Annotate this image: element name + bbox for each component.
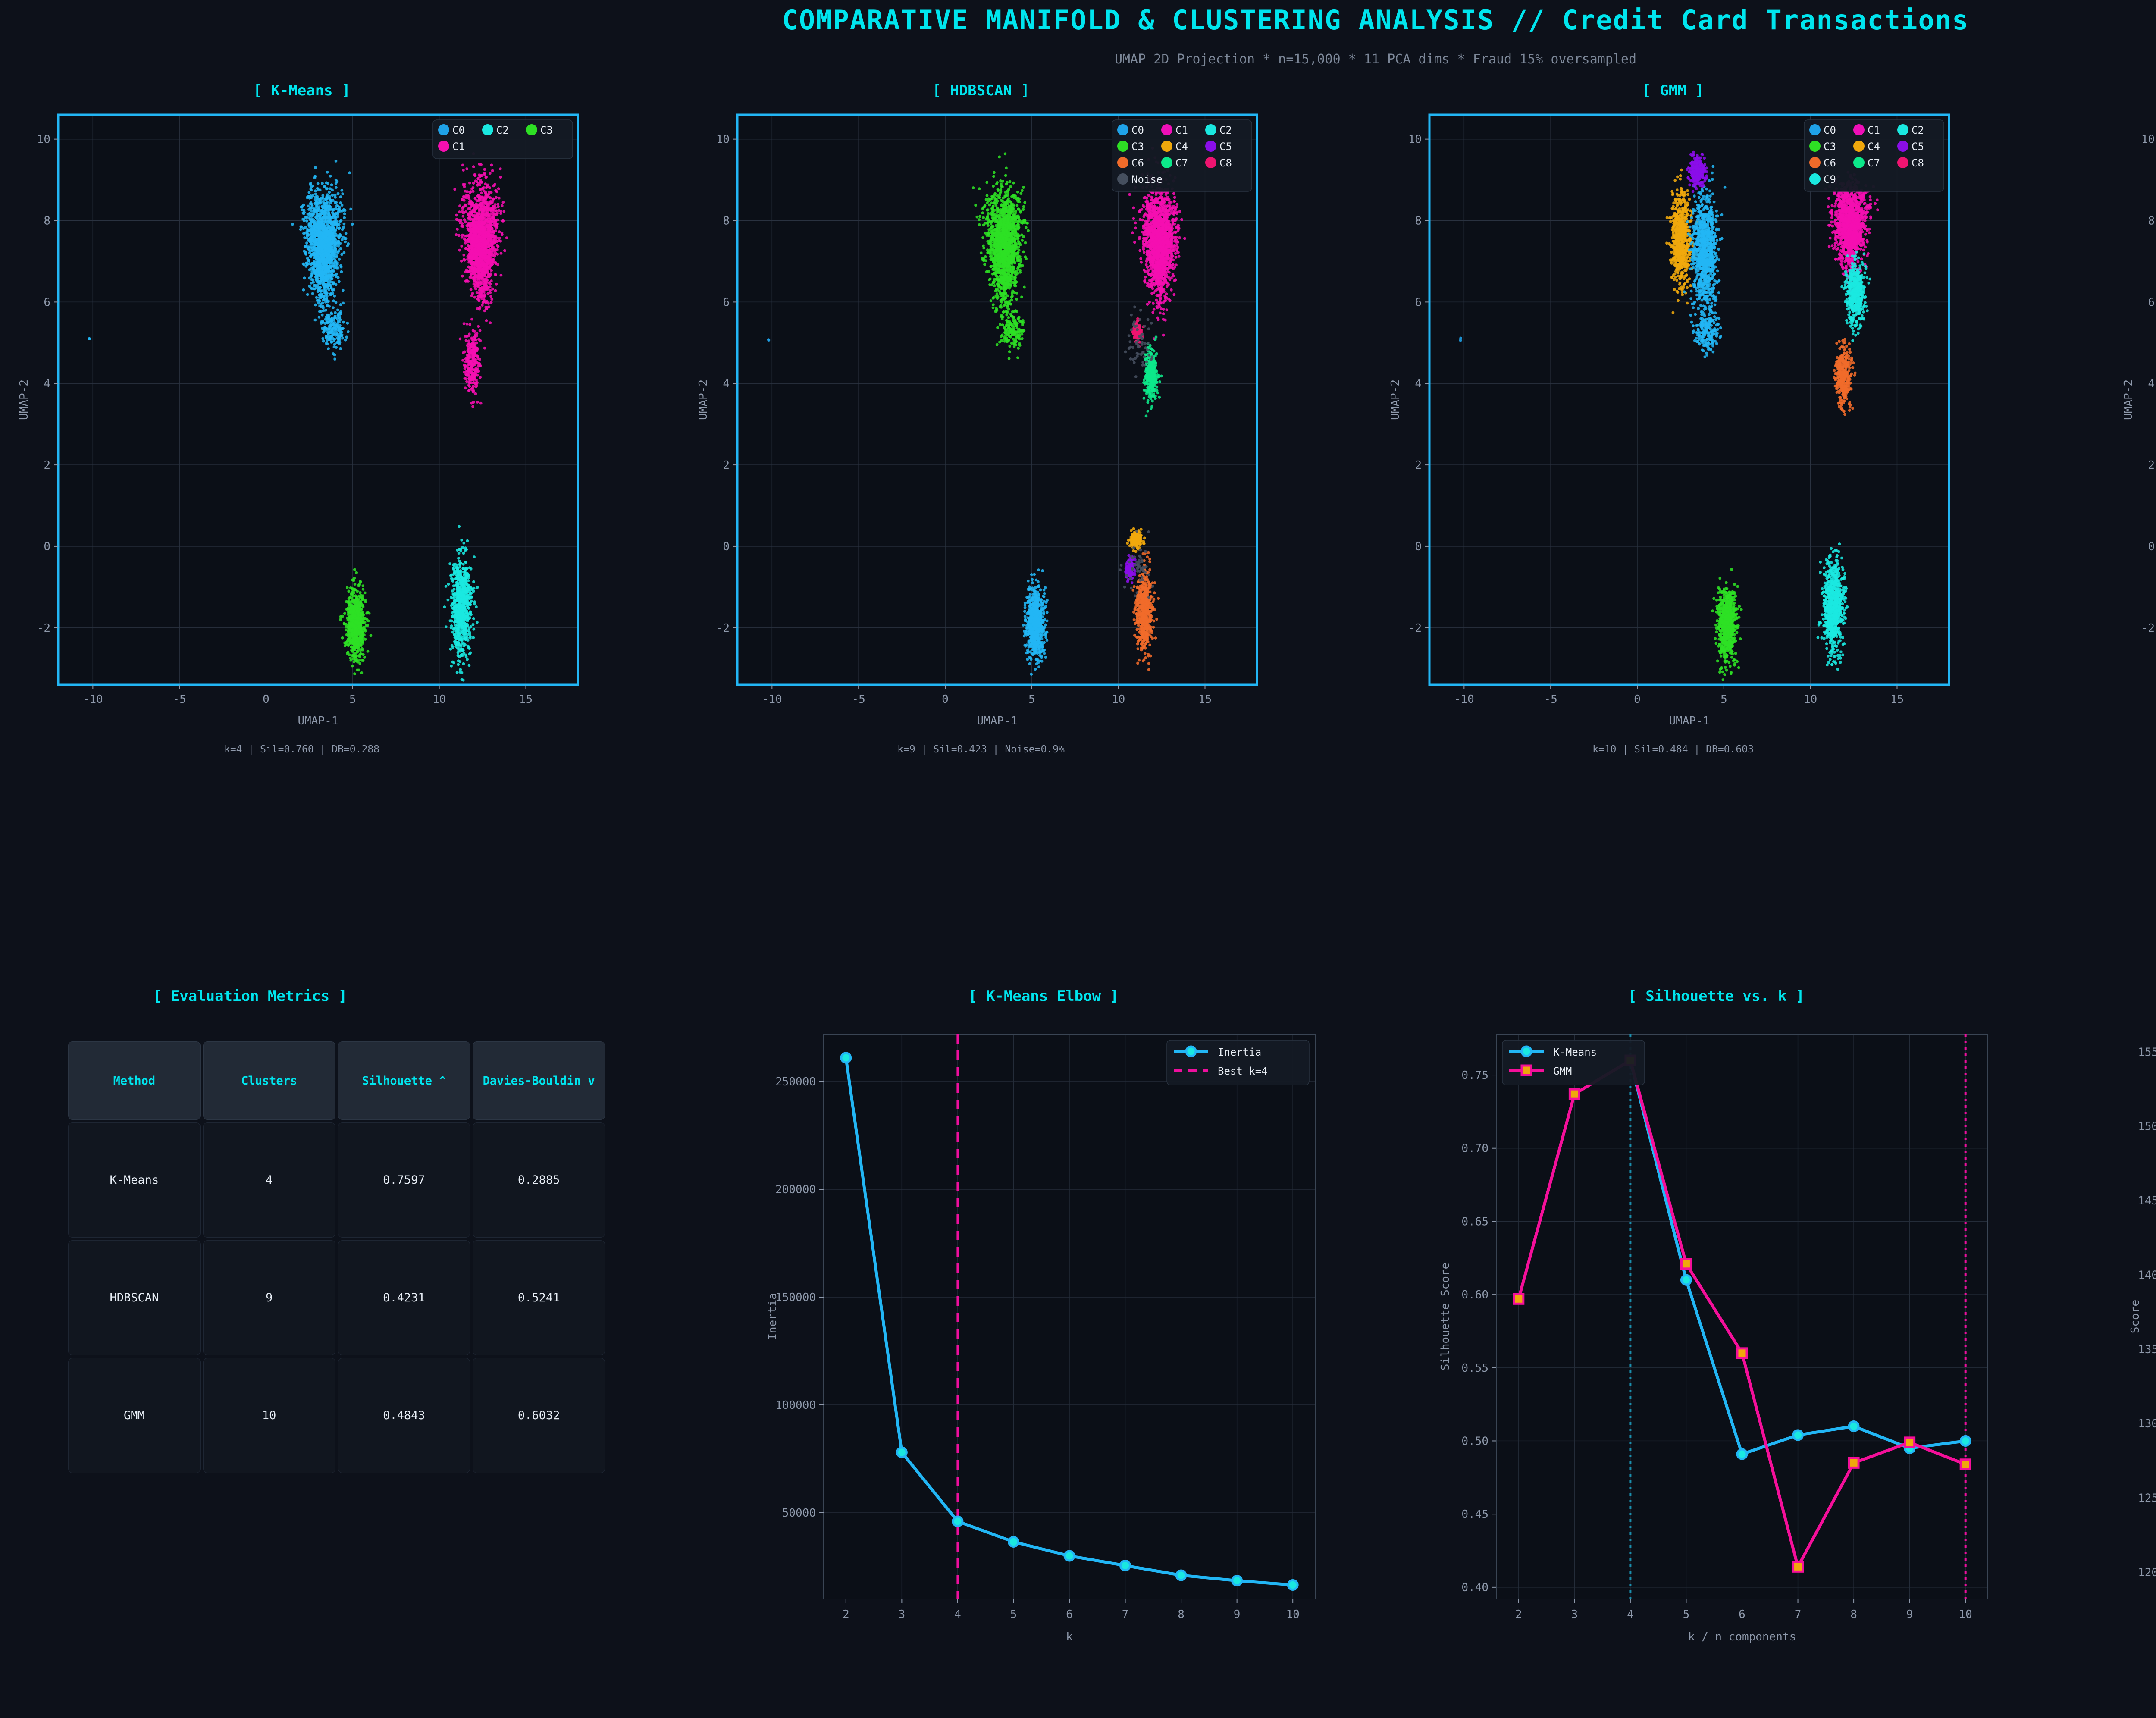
table-row: HDBSCAN	[68, 1240, 201, 1355]
table-cell: 0.4231	[338, 1240, 470, 1355]
table-row: GMM	[68, 1358, 201, 1473]
table-row: K-Means	[68, 1122, 201, 1238]
chart-title: [ Silhouette vs. k ]	[1432, 988, 2001, 1005]
evaluation-metrics-table: Method Clusters Silhouette ^ Davies-Bouldin…	[68, 1041, 605, 1473]
scatter-panel-2: [ GMM ] -10 -5 0 5 10 15 -2 0 2 4 6 8 10 UMAP-1 UMAP-2 C…	[1388, 82, 1958, 798]
table-cell: 0.4843	[338, 1358, 470, 1473]
line-chart: 2345678910120000125000130000135000140000…	[2122, 1008, 2156, 1651]
chart-panel-1: [ Silhouette vs. k ] 2 3 4 5 6 7 8 9 10 0.40 0.45 0.…	[1432, 988, 2001, 1630]
table-cell: 0.6032	[473, 1358, 605, 1473]
table-cell: 0.2885	[473, 1122, 605, 1238]
scatter-panel-1: [ HDBSCAN ] -10 -5 0 5 10 15 -2 0 2 4 6 8 10 UMAP-1 UMA…	[696, 82, 1266, 798]
line-chart: 2 3 4 5 6 7 8 9 100.400.450.500.550.600.650.700.…	[1432, 1008, 2001, 1651]
chart-panel-2: [ GMM BIC / AIC ]23456789101200001250001…	[2122, 988, 2156, 1630]
metrics-table-title: [ Evaluation Metrics ]	[65, 988, 436, 1005]
scatter-panel-caption: k=9 | Sil=0.423 | Noise=0.9%	[696, 744, 1266, 755]
scatter-panel-0: [ K-Means ] -10 -5 0 5 10 15 -2 0 2 4 6 8 10 UMAP-1 UMA…	[17, 82, 586, 798]
scatter-panel-title: [ Ground Truth Fraud ]	[2122, 82, 2156, 99]
table-cell: 10	[203, 1358, 335, 1473]
scatter-panel-title: [ HDBSCAN ]	[696, 82, 1266, 99]
scatter-panel-3: [ Ground Truth Fraud ] -10-5051015-202468…	[2122, 82, 2156, 798]
scatter-plot: -10-5051015-20246810UMAP-1UMAP-2LegitFra…	[2122, 107, 2156, 737]
chart-panel-0: [ K-Means Elbow ] 2 3 4 5 6 7 8 9 10 50000 100000 15…	[759, 988, 1328, 1630]
scatter-panel-caption: k=4 | Sil=0.760 | DB=0.288	[17, 744, 586, 755]
table-header-0[interactable]: Method	[68, 1041, 201, 1120]
chart-title: [ K-Means Elbow ]	[759, 988, 1328, 1005]
scatter-panel-title: [ K-Means ]	[17, 82, 586, 99]
scatter-panel-caption: k=10 | Sil=0.484 | DB=0.603	[1388, 744, 1958, 755]
table-cell: 0.7597	[338, 1122, 470, 1238]
table-cell: 4	[203, 1122, 335, 1238]
scatter-panel-title: [ GMM ]	[1388, 82, 1958, 99]
table-header-3[interactable]: Davies-Bouldin v	[473, 1041, 605, 1120]
table-header-1[interactable]: Clusters	[203, 1041, 335, 1120]
chart-title: [ GMM BIC / AIC ]	[2122, 988, 2156, 1005]
page-subtitle: UMAP 2D Projection * n=15,000 * 11 PCA d…	[0, 52, 2156, 67]
line-chart: 2 3 4 5 6 7 8 9 1050000100000150000200000250000k…	[759, 1008, 1328, 1651]
table-cell: 0.5241	[473, 1240, 605, 1355]
page-title: COMPARATIVE MANIFOLD & CLUSTERING ANALYS…	[0, 4, 2156, 36]
table-header-2[interactable]: Silhouette ^	[338, 1041, 470, 1120]
table-cell: 9	[203, 1240, 335, 1355]
